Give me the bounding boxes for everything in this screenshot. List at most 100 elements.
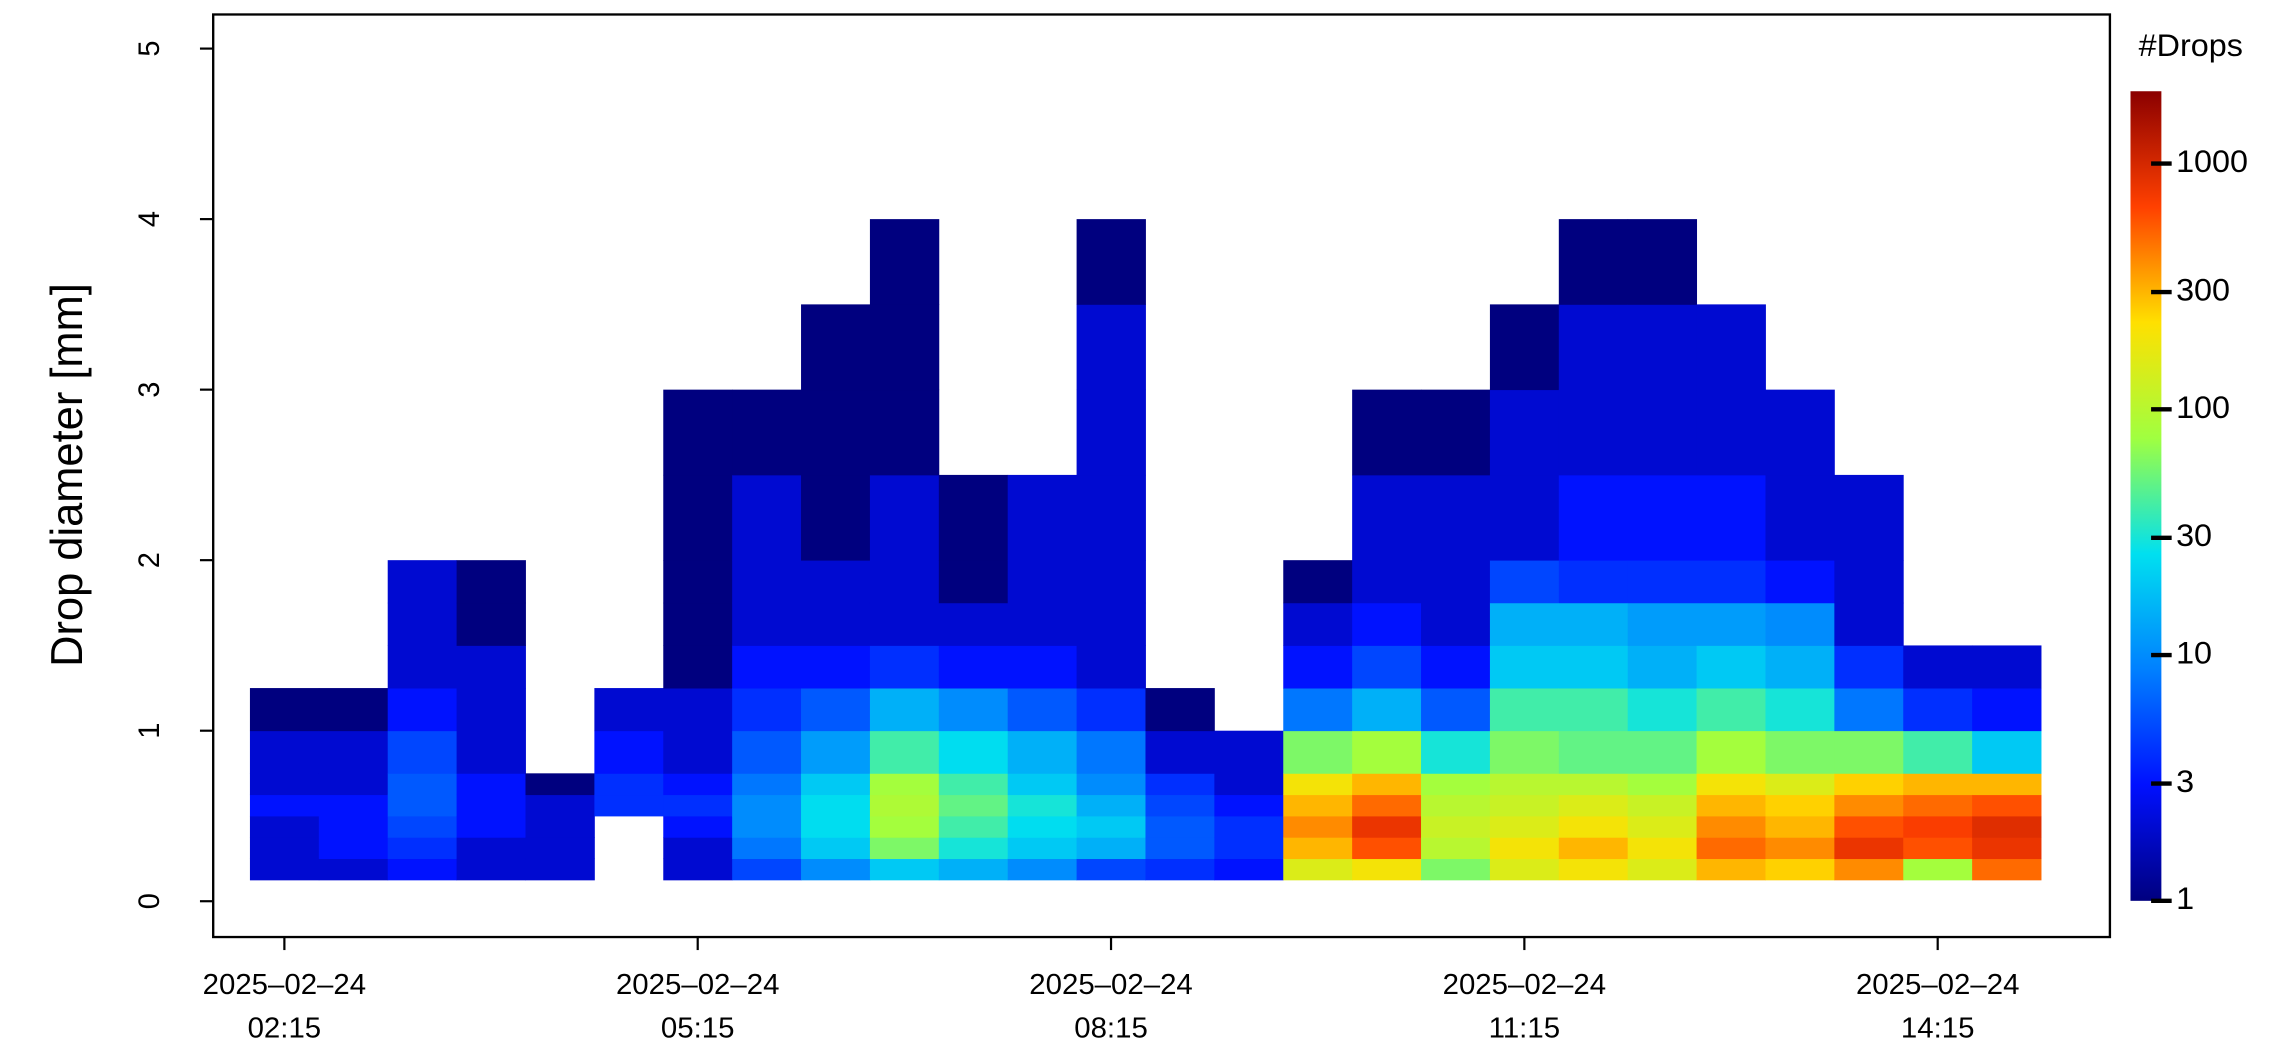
heatmap-cell: [938, 560, 1009, 604]
heatmap-cell: [1007, 837, 1078, 860]
heatmap-cell: [1352, 645, 1422, 689]
heatmap-cell: [1972, 773, 2042, 796]
y-tick-label: 2: [134, 552, 166, 568]
heatmap-cell: [1558, 858, 1629, 881]
heatmap-cell: [869, 730, 940, 774]
heatmap-cell: [1696, 730, 1766, 774]
heatmap-cell: [594, 773, 664, 796]
heatmap-cell: [732, 688, 802, 732]
heatmap-cell: [801, 474, 871, 561]
y-tick-label: 4: [134, 211, 166, 227]
colorbar-tick-label: 10: [2176, 635, 2212, 671]
heatmap-cell: [869, 602, 940, 646]
heatmap-cell: [1145, 688, 1215, 732]
heatmap-cell: [249, 837, 320, 860]
heatmap-cell: [387, 773, 458, 796]
heatmap-cell: [938, 794, 1009, 817]
heatmap-cell: [1283, 645, 1353, 689]
heatmap-cell: [1421, 815, 1491, 838]
heatmap-cell: [869, 688, 940, 732]
heatmap-cell: [387, 794, 458, 817]
heatmap-cell: [318, 794, 389, 817]
heatmap-cell: [1765, 474, 1835, 561]
heatmap-cell: [1765, 773, 1835, 796]
heatmap-cell: [1007, 560, 1078, 604]
heatmap-cell: [938, 815, 1009, 838]
heatmap-cell: [1352, 560, 1422, 604]
heatmap-cell: [1972, 794, 2042, 817]
heatmap-cell: [938, 474, 1009, 561]
heatmap-cell: [1558, 602, 1629, 646]
x-tick-label: 2025–02–24: [203, 969, 366, 1001]
heatmap-cell: [1076, 794, 1146, 817]
heatmap-cell: [1007, 645, 1078, 689]
heatmap-cell: [801, 645, 871, 689]
heatmap-cell: [1834, 645, 1904, 689]
heatmap-cell: [387, 858, 458, 881]
heatmap-cell: [1558, 773, 1629, 796]
colorbar: [2130, 91, 2162, 901]
heatmap-cell: [938, 773, 1009, 796]
heatmap-cell: [1765, 560, 1835, 604]
heatmap-cell: [1696, 794, 1766, 817]
heatmap-cell: [594, 730, 664, 774]
heatmap-cell: [1214, 794, 1284, 817]
heatmap-cell: [1696, 815, 1766, 838]
heatmap-cell: [801, 304, 871, 391]
heatmap-cell: [1489, 645, 1560, 689]
heatmap-cell: [1765, 688, 1835, 732]
heatmap-cell: [732, 474, 802, 561]
heatmap-cell: [1145, 794, 1215, 817]
heatmap-cell: [1765, 794, 1835, 817]
heatmap-cell: [1421, 773, 1491, 796]
heatmap-cell: [1352, 688, 1422, 732]
heatmap-cell: [663, 858, 733, 881]
heatmap-cell: [869, 645, 940, 689]
heatmap-cell: [801, 389, 871, 476]
heatmap-cell: [1627, 219, 1698, 305]
heatmap-cell: [1076, 304, 1146, 391]
heatmap-cell: [1558, 837, 1629, 860]
heatmap-cell: [1558, 219, 1629, 305]
heatmap-cell: [1214, 858, 1284, 881]
heatmap-cell: [1421, 645, 1491, 689]
heatmap-cell: [1834, 815, 1904, 838]
heatmap-cell: [1145, 837, 1215, 860]
heatmap-cell: [663, 602, 733, 646]
heatmap-cell: [1903, 688, 1973, 732]
heatmap-cell: [1283, 730, 1353, 774]
heatmap-cell: [801, 794, 871, 817]
heatmap-cell: [1283, 837, 1353, 860]
heatmap-cell: [1903, 730, 1973, 774]
heatmap-cell: [1283, 602, 1353, 646]
heatmap-cell: [801, 773, 871, 796]
heatmap-cell: [1076, 837, 1146, 860]
heatmap-cell: [249, 794, 320, 817]
colorbar-tick-label: 300: [2176, 272, 2230, 308]
heatmap-cell: [1834, 602, 1904, 646]
heatmap-cell: [869, 815, 940, 838]
heatmap-cell: [1421, 858, 1491, 881]
heatmap-cell: [1558, 474, 1629, 561]
heatmap-cell: [1834, 560, 1904, 604]
colorbar-tick-label: 100: [2176, 389, 2230, 425]
heatmap-cell: [1627, 645, 1698, 689]
heatmap-cell: [1421, 560, 1491, 604]
heatmap-cell: [801, 560, 871, 604]
heatmap-cell: [1972, 837, 2042, 860]
heatmap-cell: [663, 688, 733, 732]
plot-frame: [212, 13, 2112, 939]
heatmap-cell: [1903, 773, 1973, 796]
colorbar-tick-label: 3: [2176, 763, 2194, 799]
heatmap-cell: [1421, 730, 1491, 774]
heatmap-cell: [1558, 794, 1629, 817]
heatmap-cell: [387, 837, 458, 860]
heatmap-cell: [1765, 858, 1835, 881]
heatmap-cell: [938, 688, 1009, 732]
heatmap-cell: [869, 389, 940, 476]
heatmap-cell: [456, 794, 526, 817]
heatmap-cell: [1903, 815, 1973, 838]
x-tick-label: 2025–02–24: [1029, 969, 1192, 1001]
heatmap-cell: [1765, 389, 1835, 476]
